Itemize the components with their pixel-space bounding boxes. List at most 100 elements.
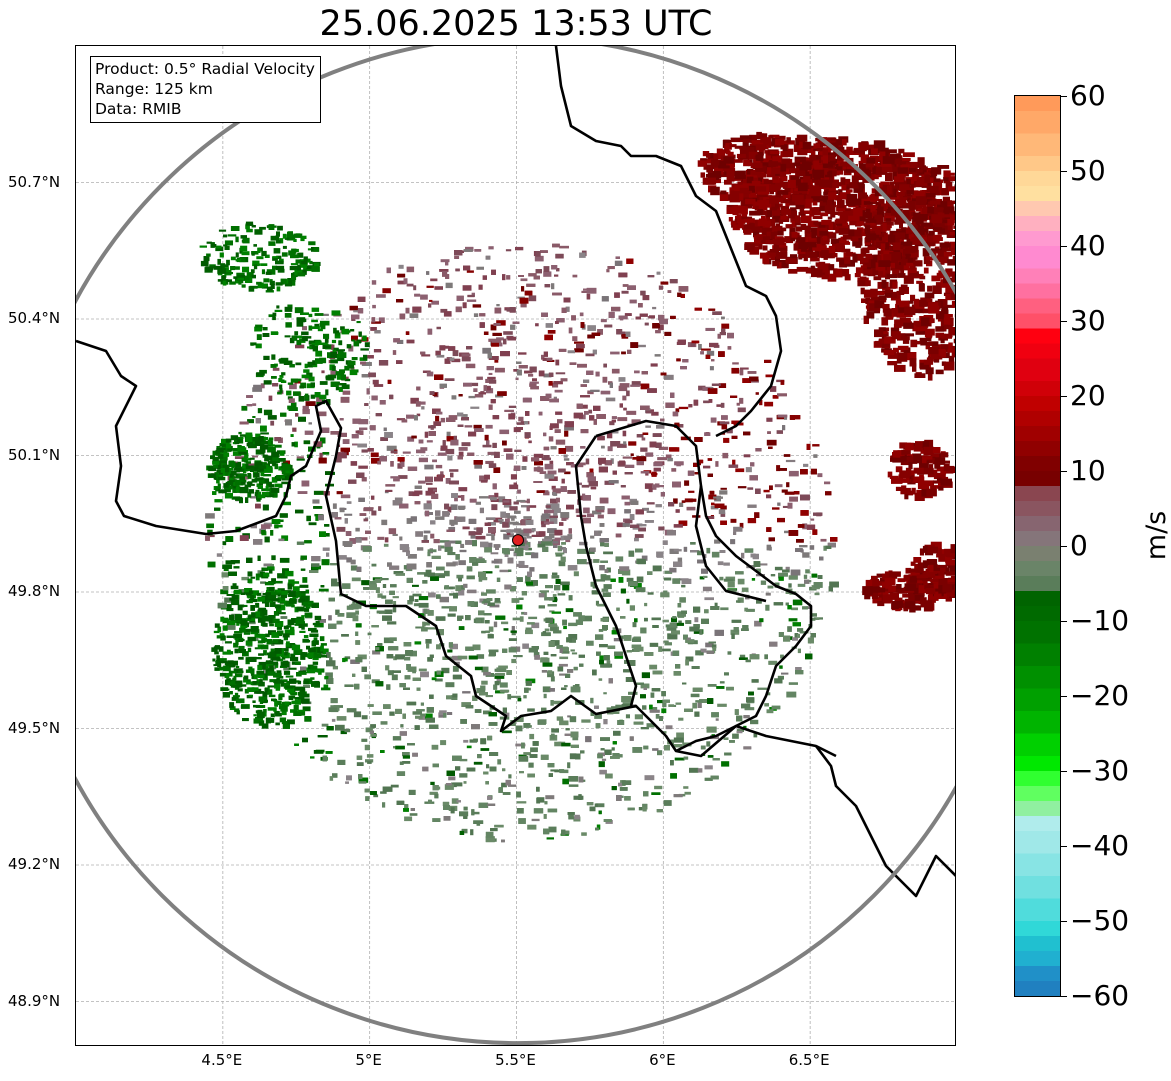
colorbar-band xyxy=(1015,816,1060,832)
colorbar-tick-mark xyxy=(1061,96,1067,97)
colorbar-tick-mark xyxy=(1061,471,1067,472)
colorbar-band xyxy=(1015,501,1060,517)
colorbar-band xyxy=(1015,591,1060,607)
colorbar-tick-mark xyxy=(1061,171,1067,172)
colorbar-band xyxy=(1015,246,1060,270)
info-box: Product: 0.5° Radial Velocity Range: 125… xyxy=(90,56,321,123)
colorbar-band xyxy=(1015,561,1060,577)
colorbar-band xyxy=(1015,456,1060,472)
colorbar-band xyxy=(1015,733,1060,757)
country-border-2 xyxy=(554,46,783,438)
colorbar-tick-label: −10 xyxy=(1070,604,1130,637)
colorbar-gradient xyxy=(1015,96,1060,996)
colorbar-band xyxy=(1015,966,1060,982)
lon-tick-label: 6.5°E xyxy=(788,1051,830,1069)
colorbar-band xyxy=(1015,486,1060,502)
colorbar-band xyxy=(1015,298,1060,315)
country-border-4 xyxy=(574,435,638,707)
colorbar-band xyxy=(1015,313,1060,330)
colorbar-band xyxy=(1015,711,1060,735)
colorbar-tick-mark xyxy=(1061,846,1067,847)
colorbar-unit-label: m/s xyxy=(1141,510,1171,561)
colorbar-band xyxy=(1015,268,1060,285)
colorbar-band xyxy=(1015,231,1060,247)
lat-tick-label: 50.4°N xyxy=(8,309,61,327)
lon-tick-label: 5°E xyxy=(355,1051,382,1069)
colorbar-band xyxy=(1015,801,1060,817)
source-text: Data: RMIB xyxy=(95,100,182,118)
colorbar-band xyxy=(1015,516,1060,532)
product-text: Product: 0.5° Radial Velocity xyxy=(95,60,315,78)
range-ring xyxy=(76,46,955,1045)
colorbar-tick-label: −20 xyxy=(1070,679,1130,712)
colorbar-band xyxy=(1015,853,1060,877)
velocity-echoes xyxy=(199,131,955,843)
colorbar-band xyxy=(1015,576,1060,592)
colorbar-tick-label: −60 xyxy=(1070,979,1130,1012)
colorbar-band xyxy=(1015,921,1060,937)
colorbar-band xyxy=(1015,283,1060,300)
lat-tick-label: 49.2°N xyxy=(8,855,61,873)
lat-tick-label: 50.1°N xyxy=(8,445,61,464)
colorbar-band xyxy=(1015,441,1060,457)
map-title: 25.06.2025 13:53 UTC xyxy=(319,4,713,44)
colorbar-tick-label: 0 xyxy=(1070,529,1088,562)
lat-tick-label: 49.5°N xyxy=(8,718,61,737)
colorbar-tick-mark xyxy=(1061,621,1067,622)
range-text: Range: 125 km xyxy=(95,80,213,98)
colorbar-band xyxy=(1015,201,1060,217)
colorbar-tick-mark xyxy=(1061,246,1067,247)
lat-tick-label: 49.8°N xyxy=(8,582,61,600)
colorbar-tick-mark xyxy=(1061,546,1067,547)
range-ring-circle xyxy=(76,46,955,1045)
colorbar-band xyxy=(1015,786,1060,802)
colorbar-tick-label: −30 xyxy=(1070,754,1130,787)
colorbar-band xyxy=(1015,771,1060,787)
colorbar-band xyxy=(1015,343,1060,360)
radar-site-dot xyxy=(512,534,524,547)
colorbar-band xyxy=(1015,186,1060,202)
colorbar-band xyxy=(1015,546,1060,562)
colorbar-tick-label: 30 xyxy=(1070,304,1106,337)
colorbar-band xyxy=(1015,426,1060,442)
colorbar-band xyxy=(1015,328,1060,345)
lat-tick-label: 48.9°N xyxy=(8,991,61,1010)
lon-tick-label: 5.5°E xyxy=(495,1051,536,1069)
colorbar-band xyxy=(1015,396,1060,412)
colorbar-tick-label: 40 xyxy=(1070,229,1106,262)
colorbar xyxy=(1014,95,1061,997)
colorbar-tick-mark xyxy=(1061,696,1067,697)
colorbar-band xyxy=(1015,621,1060,645)
colorbar-tick-label: −50 xyxy=(1070,904,1130,937)
colorbar-band xyxy=(1015,831,1060,855)
colorbar-band xyxy=(1015,531,1060,547)
colorbar-band xyxy=(1015,411,1060,427)
colorbar-tick-label: 50 xyxy=(1070,154,1106,187)
country-border-3 xyxy=(595,419,813,753)
country-borders xyxy=(76,46,955,898)
country-border-1 xyxy=(76,339,837,758)
colorbar-tick-mark xyxy=(1061,321,1067,322)
radar-map-canvas xyxy=(76,46,955,1045)
colorbar-band xyxy=(1015,666,1060,690)
radar-site-marker xyxy=(512,534,524,547)
colorbar-band xyxy=(1015,951,1060,967)
colorbar-band xyxy=(1015,216,1060,232)
colorbar-tick-mark xyxy=(1061,921,1067,922)
colorbar-band xyxy=(1015,936,1060,952)
radar-map[interactable] xyxy=(75,45,956,1046)
colorbar-band xyxy=(1015,358,1060,382)
colorbar-tick-label: 20 xyxy=(1070,379,1106,412)
colorbar-band xyxy=(1015,111,1060,135)
colorbar-band xyxy=(1015,471,1060,487)
colorbar-band xyxy=(1015,133,1060,157)
colorbar-band xyxy=(1015,981,1060,996)
colorbar-tick-label: 10 xyxy=(1070,454,1106,487)
colorbar-band xyxy=(1015,876,1060,900)
colorbar-tick-label: −40 xyxy=(1070,829,1130,862)
colorbar-band xyxy=(1015,898,1060,922)
colorbar-tick-mark xyxy=(1061,771,1067,772)
colorbar-band xyxy=(1015,156,1060,172)
colorbar-tick-label: 60 xyxy=(1070,79,1106,112)
colorbar-tick-mark xyxy=(1061,996,1067,997)
